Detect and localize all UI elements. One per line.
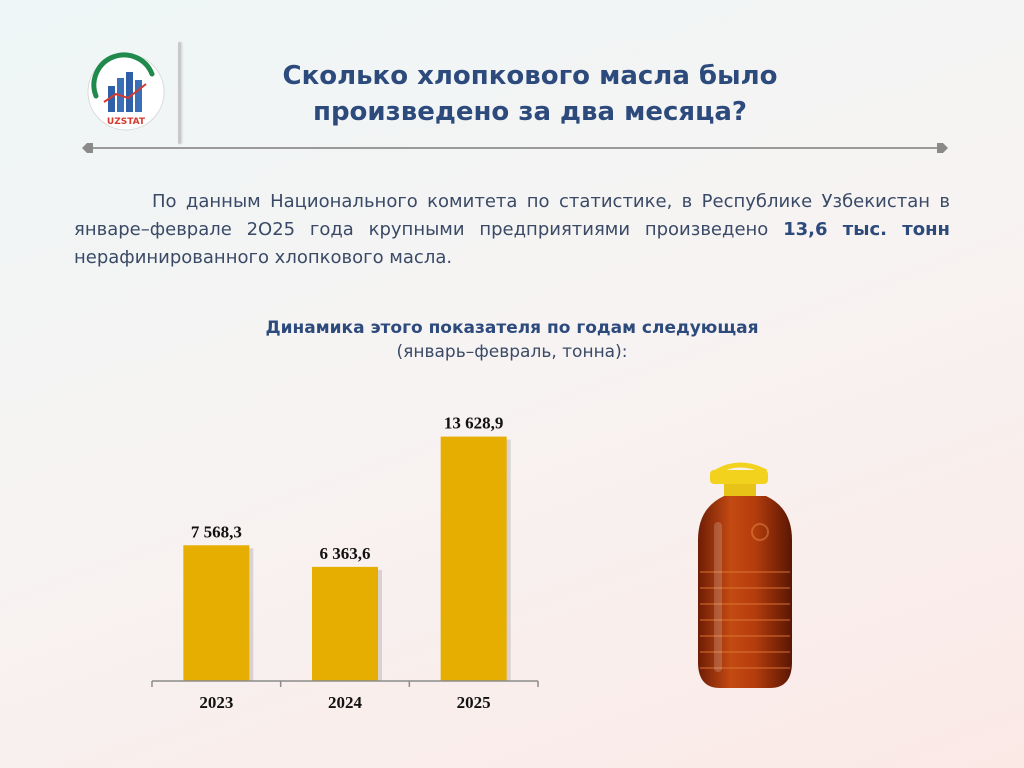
title-line-1: Сколько хлопкового масла было (282, 61, 778, 91)
x-tick-label-2025: 2025 (457, 693, 491, 712)
bar-chart: 7 568,3 2023 6 363,6 2024 13 628,9 2025 (151, 414, 539, 712)
bar-2024 (312, 566, 378, 681)
oil-bottle-icon (698, 462, 792, 688)
chart-subtitle: (январь–февраль, тонна): (396, 342, 628, 362)
logo-text: UZSTAT (107, 117, 146, 127)
header-rule (82, 143, 948, 153)
intro-text-2: нерафинированного хлопкового масла. (74, 247, 453, 268)
header-divider (178, 42, 181, 144)
bar-2023 (183, 545, 250, 681)
data-label-2023: 7 568,3 (191, 522, 242, 541)
chart-title: Динамика этого показателя по годам следу… (265, 318, 759, 338)
intro-text-1: По данным Национального комитета по стат… (74, 191, 950, 240)
intro-highlight: 13,6 тыс. тонн (783, 219, 950, 240)
page-title: Сколько хлопкового масла было произведен… (200, 58, 860, 130)
uzstat-logo: UZSTAT (87, 52, 165, 131)
bar-2025 (440, 436, 507, 681)
data-label-2024: 6 363,6 (320, 544, 371, 563)
data-label-2025: 13 628,9 (444, 414, 504, 433)
x-tick-label-2023: 2023 (199, 693, 233, 712)
x-tick-label-2024: 2024 (328, 693, 363, 712)
intro-paragraph: По данным Национального комитета по стат… (74, 188, 950, 272)
title-line-2: произведено за два месяца? (312, 97, 747, 127)
